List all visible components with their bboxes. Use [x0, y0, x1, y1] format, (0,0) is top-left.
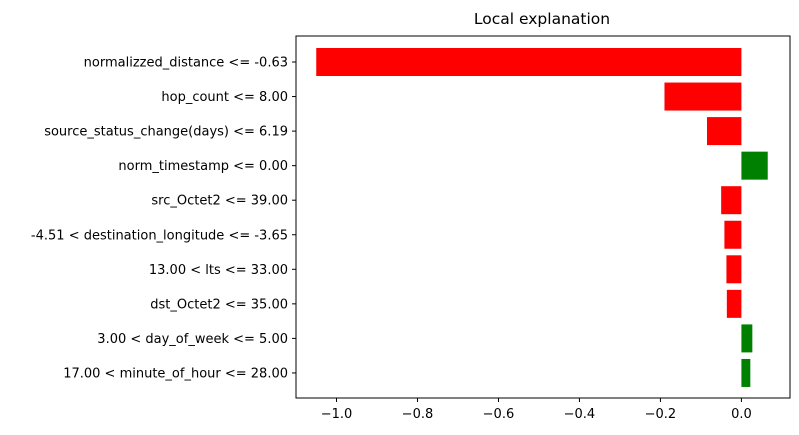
y-tick-label-7: dst_Octet2 <= 35.00	[150, 297, 288, 312]
bar-0	[316, 48, 742, 76]
y-tick-label-0: normalizzed_distance <= -0.63	[84, 56, 288, 71]
x-tick-label-1: −0.8	[402, 407, 434, 422]
bar-3	[741, 151, 768, 180]
y-tick-label-1: hop_count <= 8.00	[161, 90, 288, 105]
y-tick-label-9: 17.00 < minute_of_hour <= 28.00	[63, 366, 288, 381]
plot-frame	[295, 35, 791, 399]
x-axis: −1.0 −0.8 −0.6 −0.4 −0.2 0.0	[321, 398, 752, 422]
y-tick-labels: normalizzed_distance <= -0.63 hop_count <…	[31, 56, 296, 381]
x-tick-label-4: −0.2	[645, 407, 677, 422]
bar-7	[726, 289, 742, 318]
x-tick-label-0: −1.0	[321, 407, 353, 422]
y-tick-label-8: 3.00 < day_of_week <= 5.00	[97, 332, 288, 347]
y-tick-label-6: 13.00 < lts <= 33.00	[149, 263, 288, 278]
bar-6	[726, 255, 742, 284]
x-tick-label-3: −0.4	[564, 407, 596, 422]
y-tick-label-3: norm_timestamp <= 0.00	[118, 159, 288, 174]
y-tick-label-2: source_status_change(days) <= 6.19	[44, 125, 288, 140]
bar-9	[741, 358, 751, 387]
bar-4	[721, 186, 742, 215]
chart-title: Local explanation	[474, 10, 610, 28]
bar-5	[724, 220, 742, 249]
bar-1	[664, 82, 742, 111]
bars-group	[316, 48, 768, 387]
x-tick-label-5: 0.0	[731, 407, 752, 422]
y-tick-label-5: -4.51 < destination_longitude <= -3.65	[31, 228, 288, 243]
bar-2	[706, 117, 742, 146]
y-tick-label-4: src_Octet2 <= 39.00	[151, 194, 288, 209]
bar-8	[741, 324, 753, 353]
x-tick-label-2: −0.6	[483, 407, 515, 422]
